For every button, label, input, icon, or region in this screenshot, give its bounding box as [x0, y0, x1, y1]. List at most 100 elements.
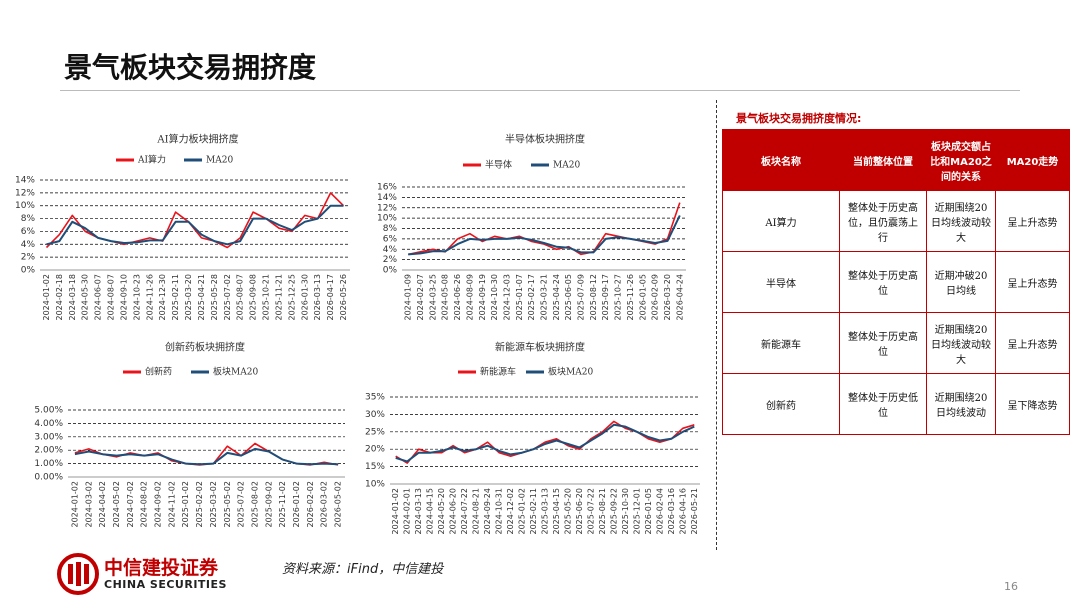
y-tick-label: 4% [21, 240, 36, 250]
series-line [46, 204, 344, 246]
series-line [45, 192, 345, 249]
table-cell: 近期冲破20日均线 [926, 251, 996, 313]
x-tick-label: 2026-05-02 [334, 481, 343, 528]
y-tick-label: 6% [21, 227, 36, 237]
x-tick-label: 2025-06-20 [575, 488, 584, 535]
x-tick-label: 2025-08-12 [589, 274, 598, 321]
table-cell: 呈上升态势 [995, 190, 1070, 252]
y-tick-label: 20% [365, 445, 385, 455]
x-tick-label: 2025-02-11 [529, 488, 538, 535]
y-tick-label: 1.00% [34, 459, 63, 469]
x-tick-label: 2025-03-13 [541, 488, 550, 535]
table-row: 半导体 整体处于历史高位 近期冲破20日均线 呈上升态势 [722, 251, 1070, 313]
x-tick-label: 2026-02-02 [306, 481, 315, 528]
x-tick-label: 2024-07-22 [460, 488, 469, 535]
logo-name: 中信建投证券 [104, 557, 219, 579]
logo-name-en: CHINA SECURITIES [104, 578, 227, 591]
y-tick-label: 8% [383, 224, 398, 234]
y-tick-label: 4.00% [34, 419, 63, 429]
x-tick-label: 2025-06-05 [564, 274, 573, 321]
chart-title: 半导体板块拥挤度 [505, 133, 585, 146]
x-tick-label: 2024-11-02 [167, 481, 176, 528]
table-cell: 整体处于历史高位 [839, 251, 927, 313]
table-row: 创新药 整体处于历史低位 近期围绕20日均线波动 呈下降态势 [722, 373, 1070, 435]
x-tick-label: 2024-10-30 [490, 274, 499, 321]
x-tick-label: 2024-01-02 [42, 274, 51, 321]
legend-label: MA20 [553, 161, 580, 171]
legend-label: 半导体 [485, 159, 512, 171]
y-tick-label: 35% [365, 393, 385, 403]
y-tick-label: 15% [365, 462, 385, 472]
table-row: 新能源车 整体处于历史高位 近期围绕20日均线波动较大 呈上升态势 [722, 312, 1070, 374]
x-tick-label: 2025-04-15 [552, 488, 561, 535]
y-tick-label: 4% [383, 245, 398, 255]
legend-label: MA20 [206, 156, 233, 166]
x-tick-label: 2025-11-21 [274, 274, 283, 321]
y-tick-label: 2% [21, 253, 36, 263]
y-tick-label: 30% [365, 410, 385, 420]
x-tick-label: 2024-06-26 [453, 274, 462, 321]
x-tick-label: 2025-09-02 [264, 481, 273, 528]
x-tick-label: 2024-09-24 [483, 488, 492, 535]
y-tick-label: 10% [365, 480, 385, 490]
x-tick-label: 2026-04-17 [326, 274, 335, 321]
x-tick-label: 2026-01-02 [292, 481, 301, 528]
table-cell: 近期围绕20日均线波动较大 [926, 312, 996, 374]
x-tick-label: 2025-07-22 [586, 488, 595, 535]
x-tick-label: 2024-09-19 [478, 274, 487, 321]
y-tick-label: 5.00% [34, 406, 63, 416]
table-cell: 呈上升态势 [995, 312, 1070, 374]
x-tick-label: 2024-12-02 [506, 488, 515, 535]
x-tick-label: 2025-08-07 [236, 274, 245, 321]
y-tick-label: 10% [377, 214, 397, 224]
x-tick-label: 2024-05-20 [437, 488, 446, 535]
table-cell: 整体处于历史高位，且仍震荡上行 [839, 190, 927, 252]
y-tick-label: 2% [383, 255, 398, 265]
x-tick-label: 2025-05-02 [223, 481, 232, 528]
summary-table: 板块名称 当前整体位置 板块成交额占比和MA20之间的关系 MA20走势 AI算… [722, 129, 1070, 435]
logo-bar [68, 564, 73, 584]
table-row: AI算力 整体处于历史高位，且仍震荡上行 近期围绕20日均线波动较大 呈上升态势 [722, 190, 1070, 252]
x-tick-label: 2025-10-27 [614, 274, 623, 321]
x-tick-label: 2024-04-02 [98, 481, 107, 528]
y-tick-label: 0% [21, 266, 36, 276]
y-tick-label: 3.00% [34, 432, 63, 442]
x-tick-label: 2025-10-30 [621, 488, 630, 535]
x-tick-label: 2024-07-02 [126, 481, 135, 528]
logo-bar [76, 562, 81, 586]
x-tick-label: 2025-08-02 [250, 481, 259, 528]
x-tick-label: 2024-02-07 [416, 274, 425, 321]
page-title: 景气板块交易拥挤度 [64, 51, 317, 84]
y-tick-label: 10% [15, 201, 35, 211]
y-tick-label: 12% [377, 203, 397, 213]
y-tick-label: 12% [15, 188, 35, 198]
x-tick-label: 2024-03-25 [428, 274, 437, 321]
logo-bar [84, 564, 89, 584]
table-cell: AI算力 [722, 190, 840, 252]
x-tick-label: 2024-12-03 [502, 274, 511, 321]
x-tick-label: 2024-04-15 [426, 488, 435, 535]
x-tick-label: 2024-08-07 [107, 274, 116, 321]
series-line [74, 442, 339, 466]
series-line [408, 215, 681, 256]
y-tick-label: 14% [15, 176, 35, 186]
y-tick-label: 14% [377, 193, 397, 203]
x-tick-label: 2025-09-17 [601, 274, 610, 321]
legend-label: 创新药 [145, 366, 172, 378]
x-tick-label: 2025-05-28 [210, 274, 219, 321]
x-tick-label: 2024-08-02 [140, 481, 149, 528]
series-line [395, 423, 695, 463]
x-tick-label: 2026-03-13 [313, 274, 322, 321]
x-tick-label: 2024-09-02 [154, 481, 163, 528]
divider [716, 100, 717, 550]
x-tick-label: 2024-03-13 [414, 488, 423, 535]
header-cell: 当前整体位置 [839, 129, 927, 191]
series-line [74, 447, 339, 466]
y-tick-label: 8% [21, 214, 36, 224]
logo-mark [57, 553, 99, 595]
x-tick-label: 2024-01-09 [404, 274, 413, 321]
header-cell: MA20走势 [995, 129, 1070, 191]
x-tick-label: 2025-11-02 [278, 481, 287, 528]
y-tick-label: 25% [365, 427, 385, 437]
